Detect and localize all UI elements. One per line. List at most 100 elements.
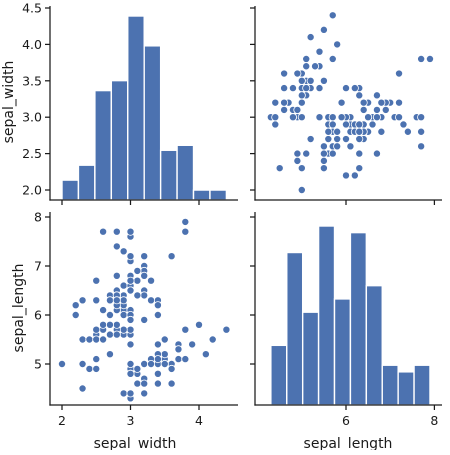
y-tick-label: 7: [34, 259, 42, 274]
scatter-point: [153, 369, 162, 378]
scatter-point: [140, 271, 149, 280]
scatter-point: [133, 291, 142, 300]
scatter-point: [153, 301, 162, 310]
scatter-point: [174, 345, 183, 354]
scatter-point: [119, 247, 128, 256]
scatter-point: [315, 113, 324, 122]
histogram-bar: [159, 149, 178, 201]
scatter-point: [58, 359, 67, 368]
scatter-point: [271, 98, 280, 107]
scatter-point: [302, 62, 311, 71]
scatter-point: [417, 142, 426, 151]
histogram-bar: [317, 225, 336, 406]
scatter-point: [194, 320, 203, 329]
histogram-bar: [127, 15, 145, 201]
xlabel-sepal-length: sepal_length: [304, 436, 393, 450]
scatter-point: [160, 359, 169, 368]
scatter-point: [78, 296, 87, 305]
scatter-point: [112, 227, 121, 236]
scatter-point: [181, 227, 190, 236]
scatter-point: [372, 113, 381, 122]
scatter-point: [181, 217, 190, 226]
scatter-point: [174, 355, 183, 364]
scatter-point: [140, 389, 149, 398]
scatter-point: [355, 91, 364, 100]
scatter-point: [126, 227, 135, 236]
histogram-bar: [143, 45, 162, 201]
scatter-point: [328, 149, 337, 158]
scatter-point: [133, 379, 142, 388]
histogram-bar: [301, 311, 320, 406]
ylabel-sepal-length: sepal_length: [11, 264, 27, 353]
scatter-point: [153, 379, 162, 388]
scatter-point: [333, 127, 342, 136]
scatter-point: [105, 350, 114, 359]
chart-marks: [58, 11, 434, 406]
scatter-point: [126, 369, 135, 378]
histogram-bar: [397, 371, 415, 406]
scatter-point: [119, 281, 128, 290]
scatter-point: [167, 252, 176, 261]
histogram-bar: [413, 364, 431, 406]
scatter-point: [346, 142, 355, 151]
scatter-point: [201, 350, 210, 359]
scatter-point: [341, 171, 350, 180]
scatter-point: [377, 127, 386, 136]
scatter-point: [99, 320, 108, 329]
scatter-point: [92, 296, 101, 305]
histogram-bar: [94, 89, 113, 201]
scatter-point: [133, 266, 142, 275]
scatter-point: [112, 271, 121, 280]
scatter-point: [319, 164, 328, 173]
scatter-point: [85, 335, 94, 344]
scatter-point: [133, 364, 142, 373]
scatter-point: [275, 164, 284, 173]
scatter-point: [181, 325, 190, 334]
scatter-point: [293, 69, 302, 78]
scatter-point: [297, 76, 306, 85]
scatter-point: [328, 54, 337, 63]
scatter-point: [288, 113, 297, 122]
scatter-point: [355, 149, 364, 158]
scatter-point: [147, 276, 156, 285]
scatter-point: [328, 113, 337, 122]
scatter-point: [119, 325, 128, 334]
histogram-bar: [192, 189, 211, 201]
scatter-point: [328, 120, 337, 129]
histogram-bar: [349, 231, 368, 406]
scatter-point: [99, 227, 108, 236]
y-tick-label: 2.0: [22, 183, 42, 198]
scatter-point: [280, 84, 289, 93]
chart-axes: 2.0 2.5 3.0 3.5 4.0 4.5 5 6 7 8 2 3 4 6 8: [22, 1, 442, 428]
scatter-point: [105, 310, 114, 319]
y-tick-label: 6: [34, 308, 42, 323]
scatter-point: [324, 135, 333, 144]
x-tick-label: 6: [342, 413, 350, 428]
scatter-point: [78, 335, 87, 344]
scatter-point: [208, 335, 217, 344]
scatter-point: [355, 120, 364, 129]
scatter-point: [92, 276, 101, 285]
x-tick-label: 2: [58, 413, 66, 428]
y-tick-label: 2.5: [22, 146, 42, 161]
scatter-point: [355, 135, 364, 144]
scatter-point: [78, 359, 87, 368]
scatter-point: [417, 127, 426, 136]
scatter-point: [160, 335, 169, 344]
scatter-point: [355, 127, 364, 136]
scatter-point: [280, 105, 289, 114]
scatter-point: [368, 120, 377, 129]
scatter-point: [372, 105, 381, 114]
scatter-point: [359, 98, 368, 107]
scatter-point: [222, 325, 231, 334]
scatter-point: [288, 84, 297, 93]
scatter-point: [297, 113, 306, 122]
scatter-point: [337, 98, 346, 107]
scatter-point: [153, 355, 162, 364]
scatter-point: [395, 69, 404, 78]
scatter-point: [297, 91, 306, 100]
scatter-point: [105, 330, 114, 339]
scatter-point: [188, 340, 197, 349]
scatter-point: [126, 315, 135, 324]
